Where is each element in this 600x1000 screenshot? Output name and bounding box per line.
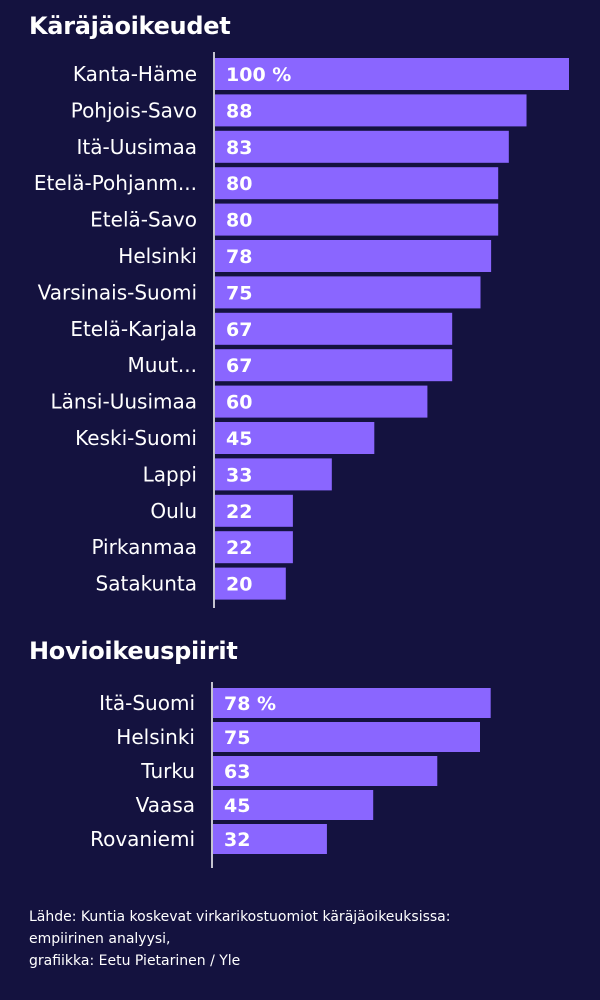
category-label-kanta-hame: Kanta-Häme: [73, 62, 197, 86]
value-label-rovaniemi: 32: [224, 829, 250, 851]
bar-ita-suomi: [213, 688, 491, 718]
category-label-etela-pohjanm: Etelä-Pohjanm...: [34, 171, 197, 195]
category-label-oulu: Oulu: [150, 499, 197, 523]
category-label-rovaniemi: Rovaniemi: [90, 827, 195, 851]
value-label-varsinais-suomi: 75: [226, 282, 252, 304]
value-label-pirkanmaa: 22: [226, 537, 252, 559]
bar-etela-karjala: [215, 312, 453, 345]
value-label-keski-suomi: 45: [226, 428, 252, 450]
value-label-oulu: 22: [226, 501, 252, 523]
category-label-pohjois-savo: Pohjois-Savo: [71, 98, 197, 122]
category-label-vaasa: Vaasa: [136, 793, 195, 817]
value-label-vaasa: 45: [224, 795, 250, 817]
bar-pirkanmaa: [215, 531, 293, 564]
bar-turku: [213, 756, 438, 786]
bar-varsinais-suomi: [215, 276, 481, 309]
source-line-1: Lähde: Kuntia koskevat virkarikostuomiot…: [29, 909, 451, 925]
source-line-3: grafiikka: Eetu Pietarinen / Yle: [29, 953, 241, 969]
bar-lappi: [215, 458, 332, 491]
source-line-2: empiirinen analyysi,: [29, 931, 171, 947]
source-note: Lähde: Kuntia koskevat virkarikostuomiot…: [29, 906, 589, 972]
value-label-satakunta: 20: [226, 574, 252, 596]
category-label-helsinki: Helsinki: [118, 244, 197, 268]
bar-ita-uusimaa: [215, 130, 509, 163]
bar-oulu: [215, 494, 293, 527]
value-label-ita-uusimaa: 83: [226, 137, 252, 159]
value-label-etela-pohjanm: 80: [226, 173, 252, 195]
category-label-etela-savo: Etelä-Savo: [90, 208, 197, 232]
value-label-lappi: 33: [226, 464, 252, 486]
bar-helsinki: [215, 240, 492, 272]
category-label-lappi: Lappi: [143, 462, 197, 486]
value-label-kanta-hame: 100 %: [226, 64, 291, 86]
bar-chart-karajaoikeudet: Kanta-Häme 100 % Pohjois-Savo 88 Itä-Uusimaa…: [34, 52, 569, 608]
category-label-keski-suomi: Keski-Suomi: [75, 426, 197, 450]
bar-vaasa: [213, 790, 374, 820]
value-label-lansi-uusimaa: 60: [226, 392, 252, 414]
category-label-ita-uusimaa: Itä-Uusimaa: [77, 135, 198, 159]
bar-pohjois-savo: [215, 94, 527, 127]
category-label-varsinais-suomi: Varsinais-Suomi: [38, 280, 197, 304]
bar-helsinki: [213, 722, 480, 752]
category-label-muut: Muut...: [127, 353, 197, 377]
value-label-pohjois-savo: 88: [226, 100, 252, 122]
bar-etela-pohjanm: [215, 167, 499, 200]
chart-title-hovioikeuspiirit: Hovioikeuspiirit: [29, 637, 238, 665]
bar-etela-savo: [215, 203, 499, 236]
bar-satakunta: [215, 567, 286, 600]
bar-kanta-hame: [215, 58, 569, 90]
value-label-turku: 63: [224, 761, 250, 783]
bar-chart-hovioikeuspiirit: Itä-Suomi 78 % Helsinki 75 Turku 63 Vaasa 45 Rov…: [90, 682, 491, 868]
value-label-muut: 67: [226, 355, 252, 377]
category-label-turku: Turku: [140, 759, 195, 783]
category-label-pirkanmaa: Pirkanmaa: [91, 535, 197, 559]
value-label-helsinki: 78: [226, 246, 252, 268]
category-label-lansi-uusimaa: Länsi-Uusimaa: [50, 390, 197, 414]
bar-lansi-uusimaa: [215, 385, 428, 418]
bar-keski-suomi: [215, 422, 375, 454]
category-label-etela-karjala: Etelä-Karjala: [70, 317, 197, 341]
value-label-helsinki: 75: [224, 727, 250, 749]
value-label-ita-suomi: 78 %: [224, 693, 276, 715]
bar-muut: [215, 349, 453, 382]
category-label-ita-suomi: Itä-Suomi: [99, 691, 195, 715]
chart-title-karajaoikeudet: Käräjäoikeudet: [29, 12, 231, 40]
bar-rovaniemi: [213, 824, 327, 854]
category-label-helsinki: Helsinki: [116, 725, 195, 749]
category-label-satakunta: Satakunta: [96, 572, 197, 596]
value-label-etela-savo: 80: [226, 210, 252, 232]
value-label-etela-karjala: 67: [226, 319, 252, 341]
